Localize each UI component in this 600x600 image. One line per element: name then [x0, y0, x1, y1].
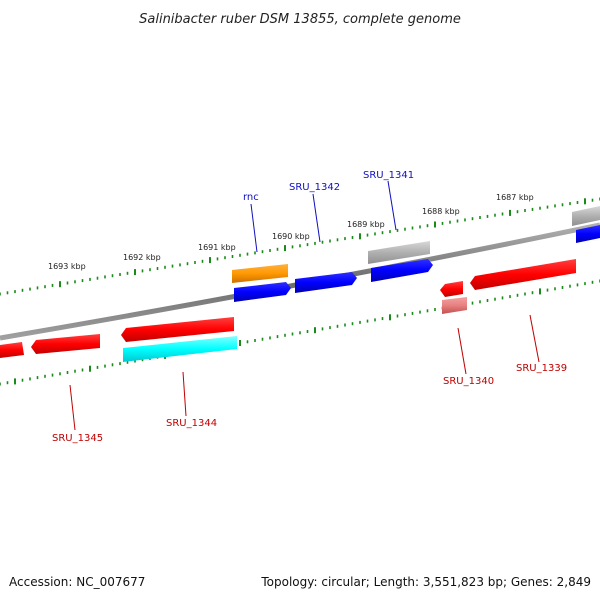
leader-sru-1341: [387, 180, 397, 231]
gene-sru-1344-cyan-feature[interactable]: [123, 336, 237, 362]
gene-label-sru-1340: SRU_1340: [443, 376, 494, 387]
gene-rnc-blue-feature[interactable]: [234, 282, 291, 302]
gene-sru-1345-feature[interactable]: [31, 334, 100, 354]
gene-sru-1341-blue-feature[interactable]: [371, 259, 433, 282]
gene-label-sru-1345: SRU_1345: [52, 433, 103, 444]
tick-label-1687: 1687 kbp: [496, 193, 534, 202]
gene-right-edge-gray-feature[interactable]: [572, 206, 600, 226]
leader-sru-1339: [529, 314, 540, 363]
gene-rnc-orange-feature[interactable]: [232, 264, 288, 283]
tick-label-1692: 1692 kbp: [123, 253, 161, 262]
tick-label-1689: 1689 kbp: [347, 220, 385, 229]
outer-tick-ring: [0, 197, 600, 296]
gene-sru-1344-red-feature[interactable]: [121, 317, 234, 342]
tick-label-1693: 1693 kbp: [48, 262, 86, 271]
gene-label-sru-1341: SRU_1341: [363, 170, 414, 181]
gene-sru-1340-red-feature[interactable]: [440, 281, 463, 297]
gene-right-edge-blue-feature[interactable]: [576, 225, 600, 243]
leader-sru-1342: [312, 193, 321, 243]
tick-label-1688: 1688 kbp: [422, 207, 460, 216]
topology-summary-text: Topology: circular; Length: 3,551,823 bp…: [260, 575, 591, 589]
tick-label-1691: 1691 kbp: [198, 243, 236, 252]
tick-label-1690: 1690 kbp: [272, 232, 310, 241]
gene-label-sru-1344: SRU_1344: [166, 418, 217, 429]
accession-text: Accession: NC_007677: [9, 575, 145, 589]
gene-left-edge-feature[interactable]: [0, 342, 24, 358]
inner-tick-ring: [0, 279, 600, 386]
gene-label-sru-1339: SRU_1339: [516, 363, 567, 374]
gene-sru-1341-gray-feature[interactable]: [368, 241, 430, 264]
gene-sru-1342-feature[interactable]: [295, 272, 357, 293]
leader-sru-1344: [182, 371, 187, 417]
map-title: Salinibacter ruber DSM 13855, complete g…: [139, 12, 461, 27]
gene-sru-1340-pink-feature[interactable]: [442, 297, 467, 314]
gene-label-sru-1342: SRU_1342: [289, 182, 340, 193]
gene-sru-1339-feature[interactable]: [470, 259, 576, 290]
leader-rnc: [250, 203, 258, 253]
gene-label-rnc: rnc: [243, 192, 259, 203]
leader-sru-1345: [69, 384, 76, 431]
leader-sru-1340: [457, 327, 467, 375]
